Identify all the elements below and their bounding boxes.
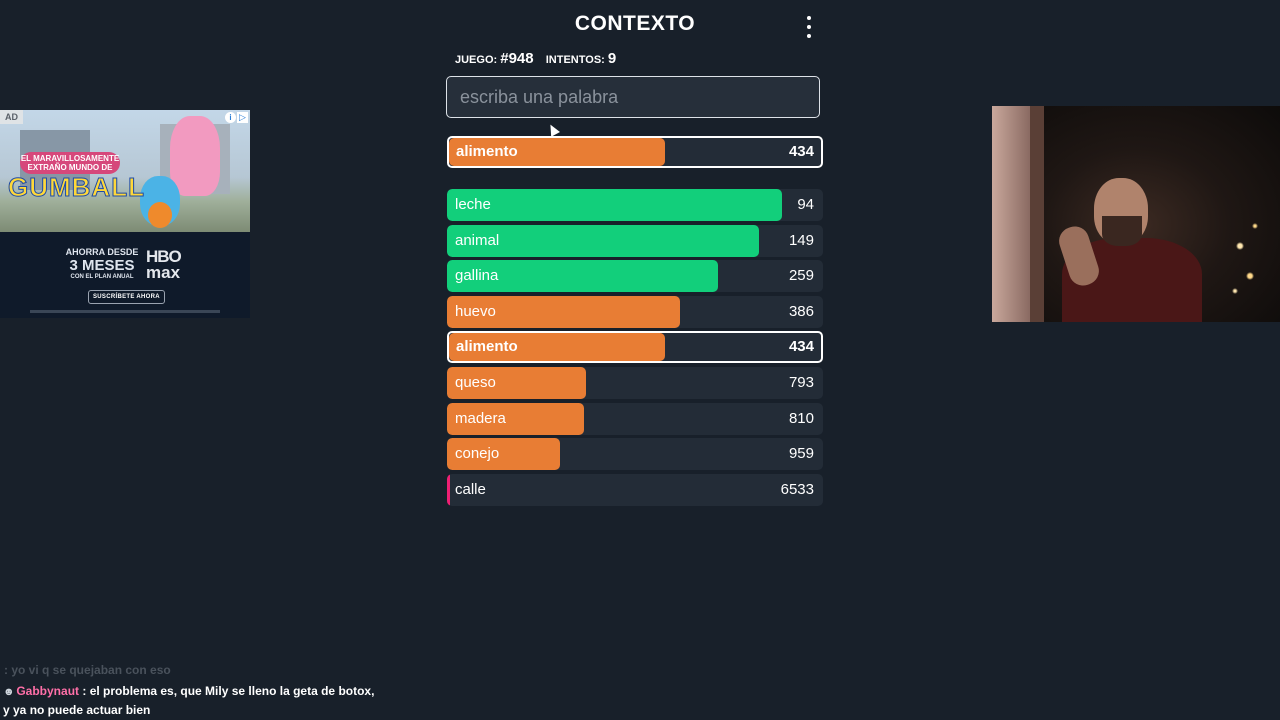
last-guess-row: alimento 434 [447,136,823,168]
guess-distance: 386 [788,302,814,320]
attempts-label: INTENTOS: [545,54,605,66]
ad-promo: AHORRA DESDE 3 MESES CON EL PLAN ANUAL [62,247,142,280]
guess-bar [447,260,718,293]
chat-message-faded: : yo vi q se quejaban con eso [4,663,171,677]
guess-bar [449,333,665,362]
guess-row: conejo 959 [447,438,823,471]
ad-fine-print [30,310,220,313]
game-number: #948 [500,50,534,67]
chat-badge-icon: ☻ [3,686,15,698]
guess-bar [447,189,782,221]
guess-row: animal 149 [447,224,823,257]
game-label: JUEGO: [455,54,498,66]
guess-distance: 810 [788,409,814,427]
guess-row: alimento 434 [447,331,823,364]
ad-close-icon[interactable]: ▷ [237,112,248,123]
guess-bar [447,402,585,435]
attempts-count: 9 [607,50,617,67]
guess-distance: 959 [788,445,814,463]
game-info: JUEGO: #948 INTENTOS: 9 [455,50,616,67]
guess-word: calle [455,480,486,498]
more-options-icon[interactable] [800,16,818,38]
ad-info-icon[interactable]: i [225,112,236,123]
word-input[interactable] [446,76,820,118]
guess-row: leche 94 [447,189,823,221]
last-guess-bar [449,138,665,166]
guess-word: alimento [456,338,518,356]
logo-line2: max [146,263,181,282]
guess-bar [447,438,560,471]
ad-promo-line2: 3 MESES [69,257,135,274]
guess-word: conejo [455,445,500,463]
guess-bar [447,473,450,506]
guess-distance: 149 [788,231,814,249]
last-guess-distance: 434 [788,143,814,160]
advertisement[interactable]: EL MARAVILLOSAMENTE EXTRAÑO MUNDO DE GUM… [0,110,250,318]
guess-bar [447,295,681,328]
ad-subscribe-button[interactable]: SUSCRÍBETE AHORA [88,290,165,304]
ad-image: EL MARAVILLOSAMENTE EXTRAÑO MUNDO DE GUM… [0,110,250,232]
guess-distance: 6533 [780,480,814,498]
webcam-overlay [992,106,1280,322]
guess-word: queso [455,374,496,391]
ad-promo-line1: AHORRA DESDE [65,247,139,257]
guess-row: huevo 386 [447,295,823,328]
ad-headline: EL MARAVILLOSAMENTE EXTRAÑO MUNDO DE [20,152,120,174]
guess-row: calle 6533 [447,473,823,506]
guess-distance: 434 [788,338,814,356]
last-guess-word: alimento [456,143,518,160]
ad-badge: AD [0,110,23,124]
ad-promo-line3: CON EL PLAN ANUAL [70,274,134,280]
guess-bar [447,367,587,399]
page-title: CONTEXTO [574,12,696,35]
logo-line1: HBO [146,247,182,266]
ad-brand: GUMBALL [8,172,145,203]
guess-row: gallina 259 [447,260,823,293]
guess-bar [447,224,760,257]
guess-word: animal [455,231,500,249]
guess-distance: 259 [788,267,814,285]
hbo-max-logo: HBO max [146,247,190,282]
guess-word: huevo [455,302,496,320]
guess-row: queso 793 [447,367,823,399]
chat-text: : el problema es, que Mily se lleno la g… [3,684,375,717]
chat-username: Gabbynaut [16,684,80,698]
guess-row: madera 810 [447,402,823,435]
guess-distance: 793 [788,374,814,391]
guess-distance: 94 [797,196,814,213]
guess-word: gallina [455,267,499,285]
mouse-cursor-icon [546,122,560,137]
guess-word: leche [455,196,491,213]
chat-message: ☻ Gabbynaut : el problema es, que Mily s… [3,682,383,719]
guess-word: madera [455,409,506,427]
